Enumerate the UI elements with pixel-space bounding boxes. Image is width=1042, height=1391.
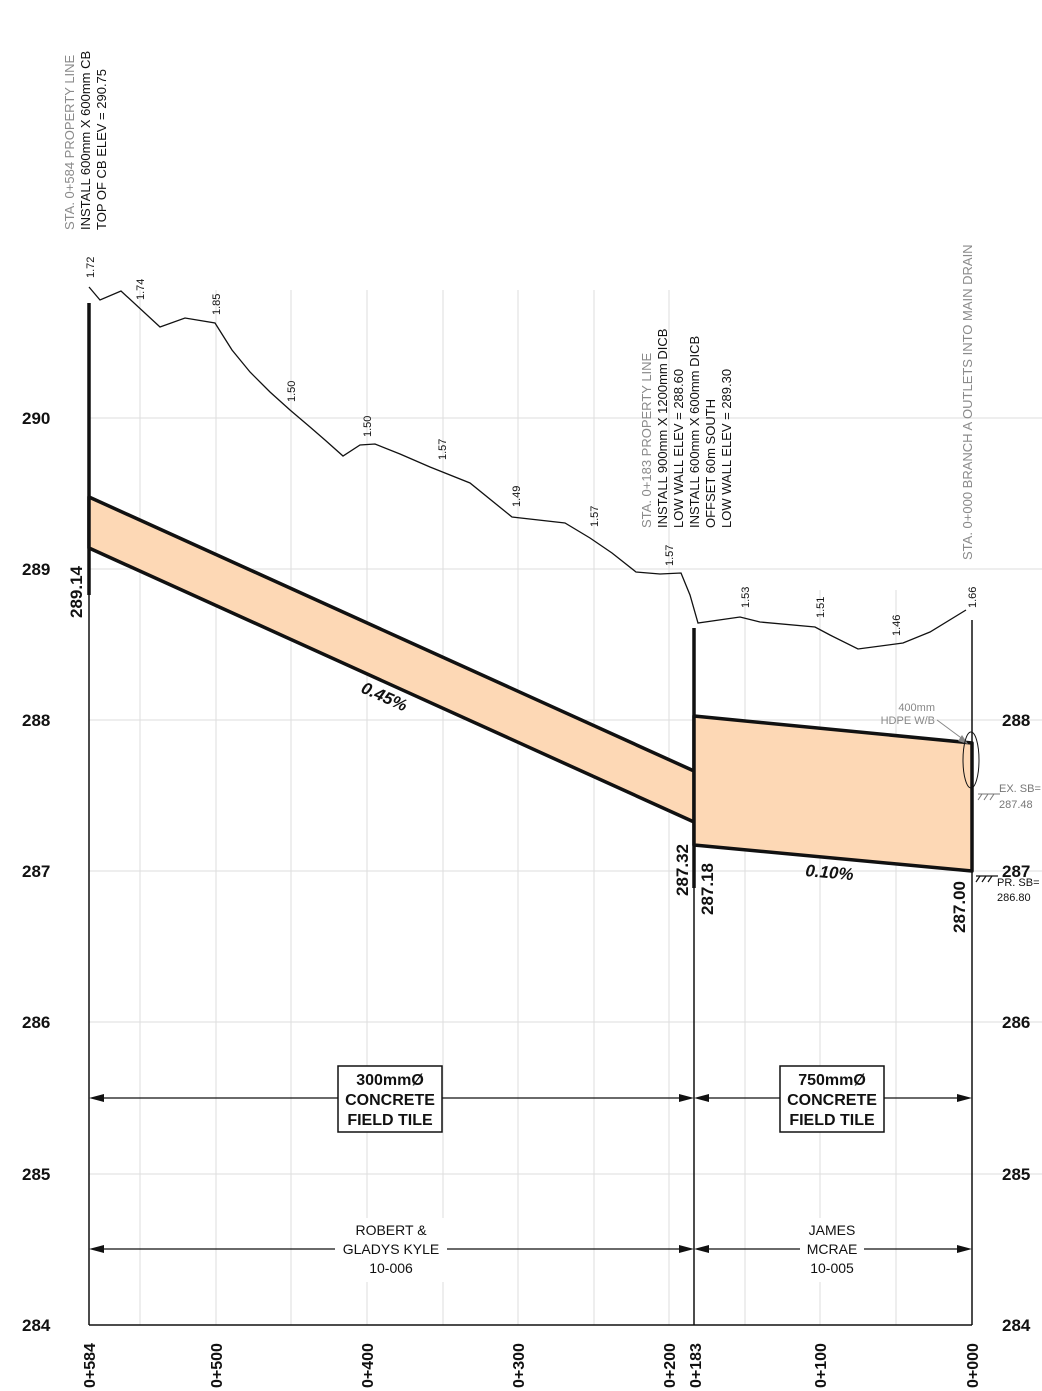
pipe-band-300mm [87,495,696,824]
y-tick-label: 287 [22,862,50,881]
ground-cover-label: 1.66 [967,587,979,608]
owner-label-line: 10-005 [810,1260,854,1276]
x-tick-label: 0+500 [209,1343,226,1388]
note-line: LOW WALL ELEV = 288.60 [671,369,686,528]
owner-label-line: ROBERT & [355,1222,427,1238]
pipe-label-line: 750mmØ [798,1072,866,1089]
pipe-label-line: CONCRETE [787,1092,877,1109]
owner-label-kyle: ROBERT & GLADYS KYLE 10-006 [335,1218,447,1282]
pipe-label-line: FIELD TILE [347,1112,433,1129]
ground-cover-label: 1.57 [437,439,449,460]
ground-cover-label: 1.49 [511,486,523,507]
ground-cover-label: 1.46 [891,615,903,636]
owner-label-line: GLADYS KYLE [343,1241,440,1257]
ground-profile-line [88,286,967,650]
streambed-label-line: PR. SB= [997,877,1040,889]
x-tick-label: 0+000 [965,1343,982,1388]
note-sta-584: STA. 0+584 PROPERTY LINE INSTALL 600mm X… [62,51,109,230]
note-line: OFFSET 60m SOUTH [703,399,718,528]
x-tick-label: 0+584 [82,1343,99,1388]
pipe-label-line: 300mmØ [356,1072,424,1089]
y-tick-label: 284 [22,1316,51,1335]
note-line: INSTALL 900mm X 1200mm DICB [655,329,670,528]
x-axis-stations: 0+584 0+500 0+400 0+300 0+200 0+183 0+10… [82,1343,982,1388]
invert-elevation: 287.32 [673,844,692,896]
proposed-streambed: PR. SB= 286.80 [975,875,1040,904]
note-line: STA. 0+584 PROPERTY LINE [62,54,77,230]
owner-label-mcrae: JAMES MCRAE 10-005 [800,1218,864,1282]
x-tick-label: 0+400 [360,1343,377,1388]
outlet-label-line: 400mm [898,702,935,714]
pipe-label-box-300mm: 300mmØ CONCRETE FIELD TILE [337,1065,443,1133]
invert-elevation: 289.14 [67,565,86,618]
owner-label-line: 10-006 [369,1260,413,1276]
pipe-band-750mm [692,714,974,873]
ground-cover-label: 1.57 [664,545,676,566]
note-sta-183: STA. 0+183 PROPERTY LINE INSTALL 900mm X… [639,329,734,528]
y-tick-label: 285 [22,1165,50,1184]
x-tick-label: 0+183 [688,1343,705,1388]
ground-cover-label: 1.53 [740,587,752,608]
streambed-label-line: 287.48 [999,799,1033,811]
streambed-label-line: EX. SB= [999,783,1041,795]
y-tick-label: 289 [22,560,50,579]
y-tick-label: 287 [1002,862,1030,881]
y-tick-label: 286 [1002,1013,1030,1032]
note-line: TOP OF CB ELEV = 290.75 [94,69,109,230]
note-line: INSTALL 600mm X 600mm CB [78,51,93,230]
invert-elevation: 287.00 [950,881,969,933]
owner-label-line: MCRAE [807,1241,858,1257]
note-sta-000: STA. 0+000 BRANCH A OUTLETS INTO MAIN DR… [960,244,975,560]
ground-cover-label: 1.50 [362,416,374,437]
outlet-label-line: HDPE W/B [881,715,935,727]
y-axis-right: 288 287 286 285 284 [1002,711,1031,1335]
y-tick-label: 284 [1002,1316,1031,1335]
note-line: LOW WALL ELEV = 289.30 [719,369,734,528]
pipe-label-line: CONCRETE [345,1092,435,1109]
outlet-callout: 400mm HDPE W/B [881,702,980,789]
ground-cover-label: 1.51 [815,597,827,618]
note-line: STA. 0+183 PROPERTY LINE [639,352,654,528]
y-tick-label: 286 [22,1013,50,1032]
y-tick-label: 288 [1002,711,1030,730]
invert-elevations: 289.14 287.32 287.18 287.00 [67,565,969,933]
pipe-label-box-750mm: 750mmØ CONCRETE FIELD TILE [779,1065,885,1133]
y-axis-left: 290 289 288 287 286 285 284 [22,409,51,1335]
owner-label-line: JAMES [809,1222,856,1238]
y-tick-label: 285 [1002,1165,1030,1184]
pipe-label-line: FIELD TILE [789,1112,875,1129]
existing-streambed: EX. SB= 287.48 [977,783,1041,811]
x-tick-label: 0+200 [662,1343,679,1388]
x-tick-label: 0+300 [511,1343,528,1388]
x-tick-label: 0+100 [813,1343,830,1388]
slope-label-750mm: 0.10% [805,861,855,884]
y-tick-label: 288 [22,711,50,730]
ground-cover-labels: 1.72 1.74 1.85 1.50 1.50 1.57 1.49 1.57 … [85,257,979,636]
ground-cover-label: 1.72 [85,257,97,278]
ground-cover-label: 1.57 [589,506,601,527]
ground-cover-label: 1.50 [286,381,298,402]
note-line: INSTALL 600mm X 600mm DICB [687,336,702,528]
streambed-label-line: 286.80 [997,892,1031,904]
y-tick-label: 290 [22,409,50,428]
invert-elevation: 287.18 [698,863,717,915]
ground-cover-label: 1.74 [135,279,147,300]
ground-cover-label: 1.85 [211,294,223,315]
